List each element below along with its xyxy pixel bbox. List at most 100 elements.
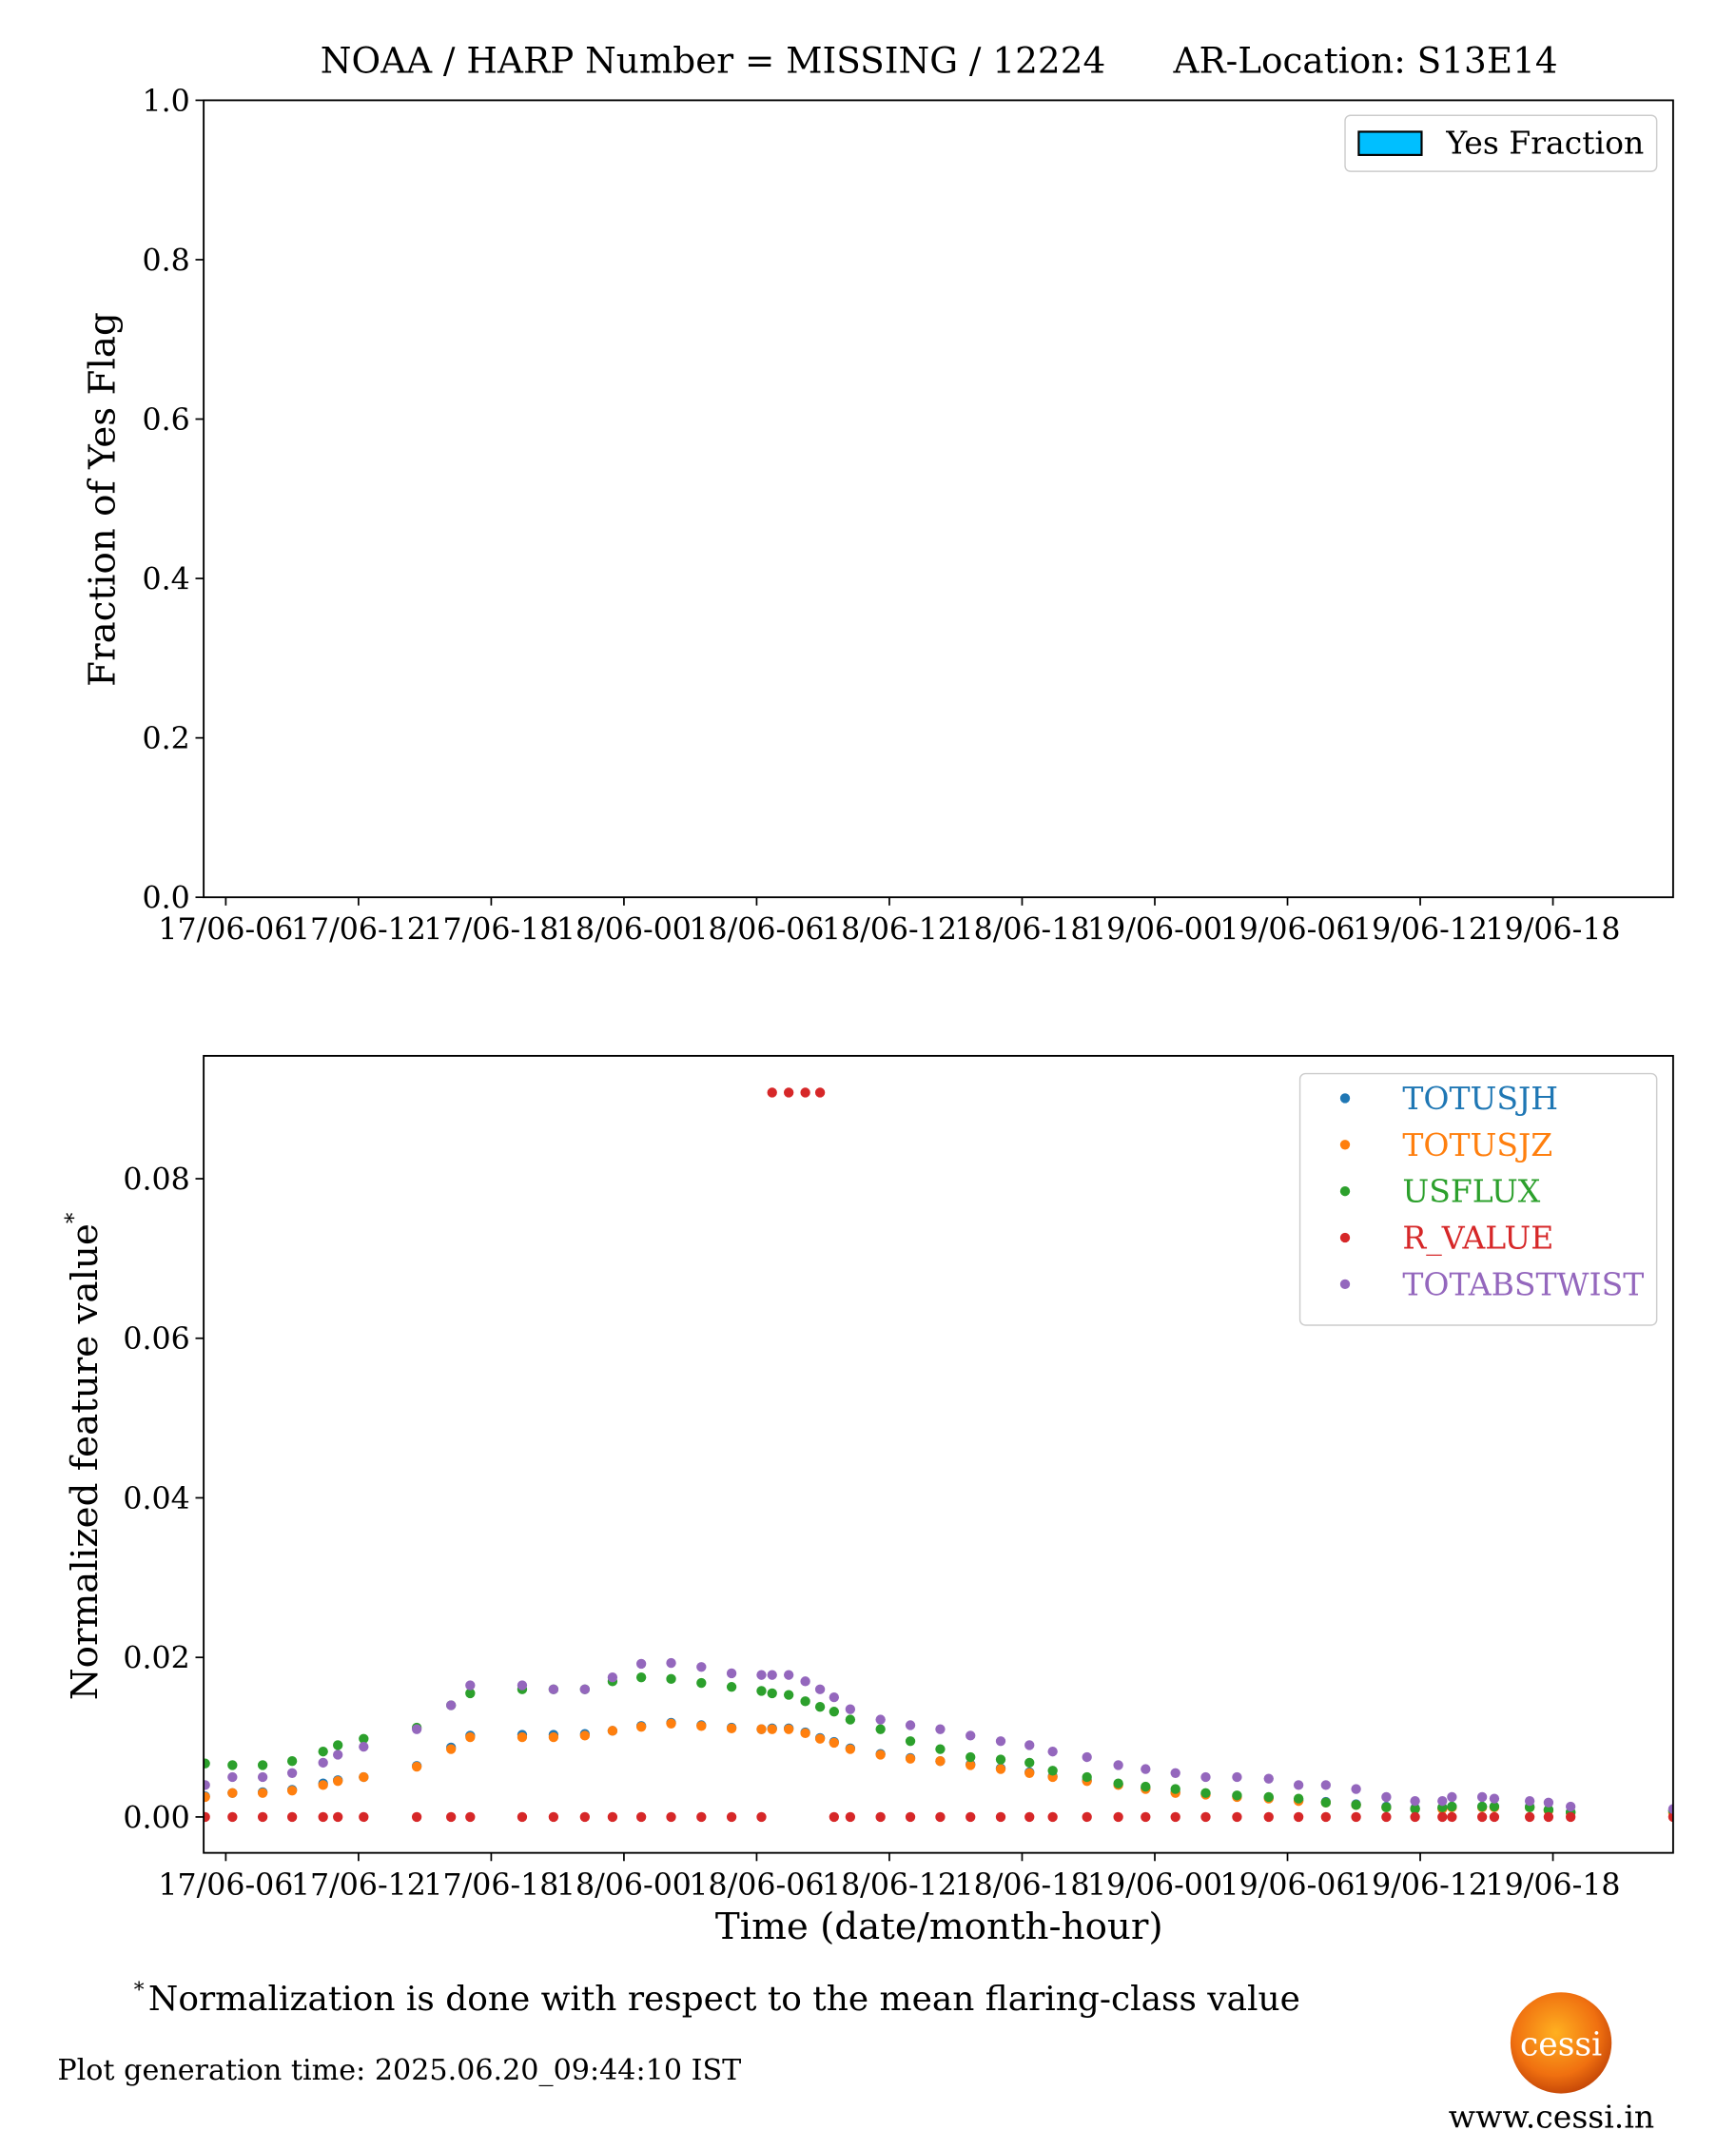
point	[1200, 1811, 1211, 1823]
legend-marker	[1339, 1279, 1351, 1290]
y-tick-label: 0.8	[142, 244, 189, 278]
point	[579, 1811, 591, 1823]
point	[257, 1811, 268, 1823]
point	[845, 1714, 856, 1725]
point	[411, 1761, 422, 1772]
point	[517, 1731, 528, 1743]
point	[548, 1811, 559, 1823]
point	[1024, 1740, 1035, 1750]
point	[1565, 1811, 1576, 1823]
legend-marker	[1339, 1093, 1351, 1104]
legend-marker	[1339, 1185, 1351, 1197]
point	[814, 1702, 826, 1712]
point	[1263, 1791, 1274, 1803]
point	[1381, 1802, 1392, 1813]
point	[783, 1087, 794, 1098]
plot-frame	[203, 99, 1674, 899]
legend-label: USFLUX	[1402, 1173, 1540, 1210]
footnote-mark: *	[134, 1979, 145, 2003]
point	[800, 1696, 810, 1707]
point	[767, 1670, 777, 1680]
y-tick-label: 0.2	[142, 722, 189, 756]
point	[696, 1811, 707, 1823]
point	[966, 1751, 976, 1763]
point	[1543, 1811, 1554, 1823]
point	[635, 1658, 647, 1670]
point	[756, 1686, 767, 1696]
point	[1565, 1801, 1576, 1812]
point	[1170, 1768, 1180, 1778]
point	[607, 1811, 618, 1823]
point	[845, 1704, 856, 1714]
point	[1082, 1811, 1092, 1823]
x-tick-label: 19/06-12	[1353, 1868, 1488, 1903]
point	[1410, 1795, 1420, 1807]
point	[1447, 1811, 1457, 1823]
x-tick-label: 19/06-00	[1087, 1868, 1222, 1903]
point	[445, 1700, 457, 1710]
y-tick-label: 0.4	[142, 563, 189, 597]
point	[935, 1811, 946, 1823]
point	[726, 1811, 737, 1823]
point	[1410, 1804, 1420, 1814]
point	[318, 1811, 328, 1823]
point	[257, 1788, 268, 1798]
point	[1263, 1773, 1274, 1784]
x-tick-label: 17/06-18	[423, 913, 558, 948]
point	[1543, 1797, 1554, 1808]
point	[1024, 1757, 1035, 1769]
legend-label: TOTUSJH	[1402, 1080, 1558, 1117]
point	[1476, 1811, 1488, 1823]
point	[829, 1691, 840, 1703]
point	[905, 1811, 916, 1823]
point	[204, 1758, 210, 1769]
point	[548, 1731, 559, 1743]
point	[1170, 1811, 1180, 1823]
point	[783, 1724, 794, 1734]
point	[204, 1811, 210, 1823]
point	[1141, 1764, 1151, 1774]
point	[935, 1744, 946, 1754]
point	[756, 1811, 767, 1823]
point	[333, 1811, 343, 1823]
point	[1351, 1800, 1361, 1810]
footnote-text: Normalization is done with respect to th…	[148, 1980, 1300, 2019]
point	[800, 1676, 810, 1687]
point	[1447, 1791, 1457, 1803]
point	[1047, 1811, 1058, 1823]
point	[1024, 1768, 1035, 1778]
point	[1082, 1771, 1092, 1783]
point	[1024, 1811, 1035, 1823]
point	[935, 1756, 946, 1767]
point	[359, 1741, 369, 1752]
legend-label: R_VALUE	[1402, 1219, 1553, 1257]
point	[1293, 1780, 1304, 1790]
point	[726, 1723, 737, 1734]
point	[1524, 1811, 1535, 1823]
point	[635, 1721, 647, 1732]
y-tick-label: 0.02	[123, 1642, 189, 1676]
point	[333, 1749, 343, 1760]
x-tick-label: 18/06-00	[556, 913, 692, 948]
point	[800, 1728, 810, 1739]
x-tick-label: 18/06-06	[689, 913, 824, 948]
point	[696, 1677, 707, 1689]
x-tick-label: 18/06-12	[822, 1868, 957, 1903]
point	[1047, 1746, 1058, 1757]
point	[286, 1786, 298, 1796]
point	[1047, 1766, 1058, 1776]
point	[333, 1740, 343, 1750]
point	[465, 1731, 476, 1743]
logo	[1510, 1992, 1612, 2094]
point	[579, 1730, 591, 1741]
point	[227, 1788, 238, 1798]
point	[227, 1771, 238, 1783]
point	[783, 1690, 794, 1700]
x-tick-label: 17/06-12	[291, 913, 426, 948]
point	[966, 1760, 976, 1770]
point	[607, 1726, 618, 1736]
point	[1381, 1811, 1392, 1823]
url: www.cessi.in	[1449, 2098, 1654, 2135]
point	[1170, 1784, 1180, 1794]
point	[845, 1744, 856, 1754]
